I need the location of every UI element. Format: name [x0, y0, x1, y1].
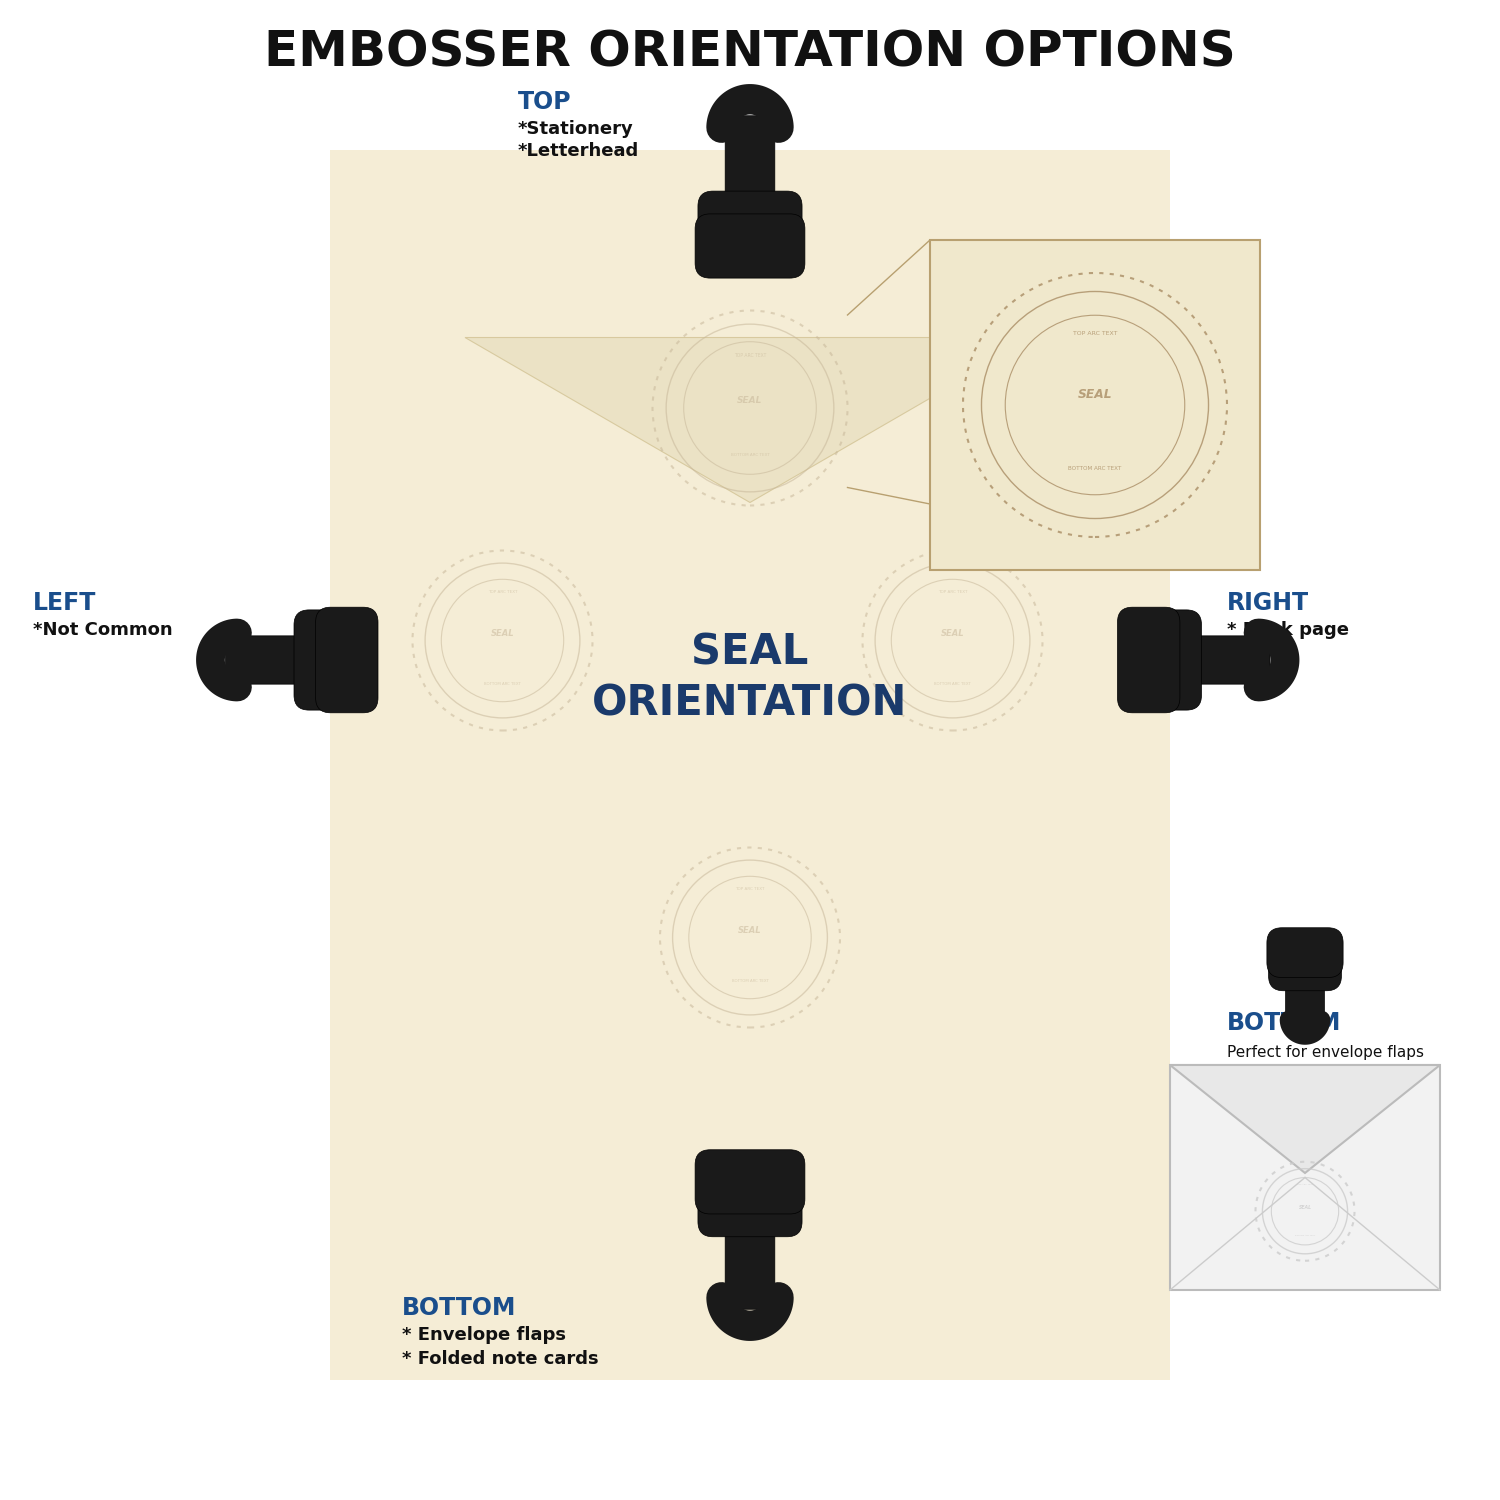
FancyBboxPatch shape: [698, 1180, 802, 1236]
FancyBboxPatch shape: [694, 1149, 806, 1214]
FancyBboxPatch shape: [698, 190, 802, 246]
FancyBboxPatch shape: [1268, 927, 1342, 978]
Text: SEAL: SEAL: [738, 926, 762, 934]
Text: * Envelope flaps: * Envelope flaps: [402, 1326, 566, 1344]
Text: *Not Common: *Not Common: [33, 621, 172, 639]
Text: BOTTOM ARC TEXT: BOTTOM ARC TEXT: [934, 681, 970, 686]
FancyBboxPatch shape: [1170, 1065, 1440, 1290]
FancyBboxPatch shape: [1286, 960, 1324, 1032]
Text: BOTTOM ARC TEXT: BOTTOM ARC TEXT: [732, 978, 768, 982]
Text: SEAL: SEAL: [1077, 388, 1112, 400]
FancyBboxPatch shape: [930, 240, 1260, 570]
Text: TOP ARC TEXT: TOP ARC TEXT: [488, 590, 518, 594]
Polygon shape: [1170, 1065, 1440, 1173]
FancyBboxPatch shape: [1118, 608, 1180, 712]
Text: BOTTOM ARC TEXT: BOTTOM ARC TEXT: [1068, 466, 1122, 471]
Text: SEAL: SEAL: [738, 396, 762, 405]
Text: TOP ARC TEXT: TOP ARC TEXT: [938, 590, 968, 594]
Text: SEAL: SEAL: [490, 628, 514, 638]
FancyBboxPatch shape: [724, 1203, 776, 1310]
FancyBboxPatch shape: [330, 150, 1170, 1380]
Text: *Stationery: *Stationery: [518, 120, 633, 138]
Text: *Letterhead: *Letterhead: [518, 142, 639, 160]
Text: LEFT: LEFT: [33, 591, 96, 615]
Text: TOP ARC TEXT: TOP ARC TEXT: [734, 352, 766, 358]
Polygon shape: [465, 338, 1035, 502]
FancyBboxPatch shape: [1167, 636, 1270, 684]
FancyBboxPatch shape: [1269, 946, 1341, 990]
Text: * Folded note cards: * Folded note cards: [402, 1350, 598, 1368]
Text: or bottom of page seals: or bottom of page seals: [1227, 1071, 1410, 1086]
Text: * Book page: * Book page: [1227, 621, 1348, 639]
Text: SEAL: SEAL: [940, 628, 964, 638]
FancyBboxPatch shape: [724, 116, 776, 222]
Text: SEAL
ORIENTATION: SEAL ORIENTATION: [592, 632, 908, 724]
FancyBboxPatch shape: [225, 636, 327, 684]
Text: TOP ARC TEXT: TOP ARC TEXT: [1072, 332, 1118, 336]
FancyBboxPatch shape: [1148, 610, 1202, 710]
Text: Perfect for envelope flaps: Perfect for envelope flaps: [1227, 1046, 1424, 1060]
Text: BOTTOM: BOTTOM: [402, 1296, 516, 1320]
FancyBboxPatch shape: [294, 610, 348, 710]
Text: EMBOSSER ORIENTATION OPTIONS: EMBOSSER ORIENTATION OPTIONS: [264, 28, 1236, 76]
Text: TOP: TOP: [518, 90, 572, 114]
Text: TOP ARC TEXT: TOP ARC TEXT: [735, 886, 765, 891]
FancyBboxPatch shape: [694, 214, 806, 278]
Text: BOTTOM ARC TEXT: BOTTOM ARC TEXT: [484, 681, 520, 686]
Text: BOTTOM: BOTTOM: [1227, 1011, 1341, 1035]
Text: RIGHT: RIGHT: [1227, 591, 1310, 615]
Text: BOTTOM ARC TEXT: BOTTOM ARC TEXT: [730, 453, 770, 458]
Text: SEAL: SEAL: [1299, 1204, 1311, 1210]
FancyBboxPatch shape: [315, 608, 378, 712]
